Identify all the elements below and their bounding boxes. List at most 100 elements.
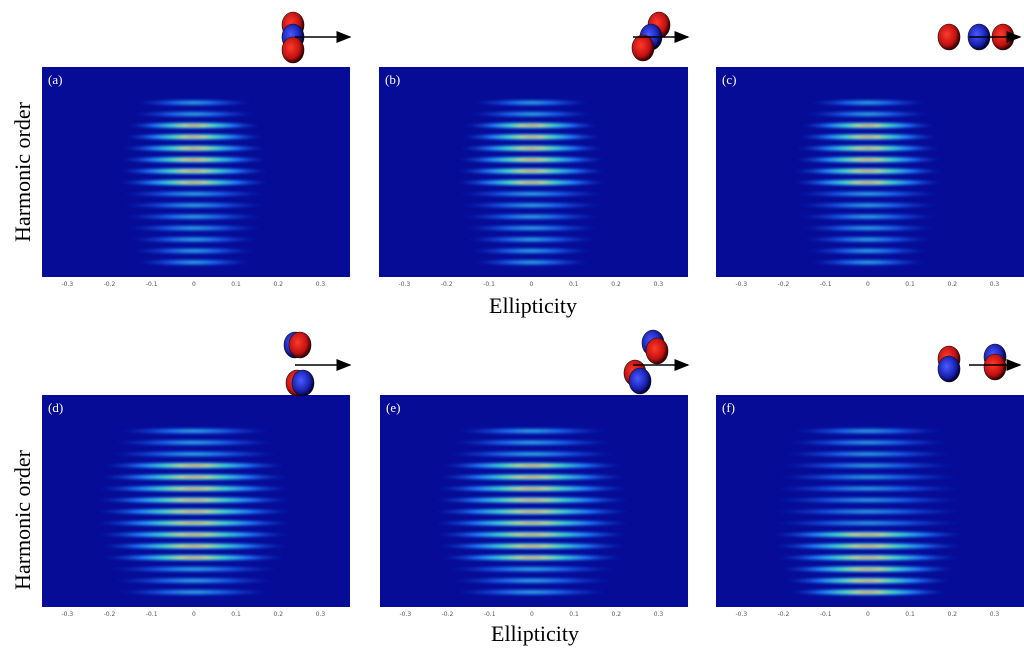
harmonic-stripe	[456, 223, 607, 233]
x-tick-label: 0.1	[231, 611, 241, 618]
orbital-lobe	[628, 367, 652, 395]
stripes	[451, 98, 612, 267]
harmonic-stripe	[778, 438, 957, 447]
harmonic-stripe	[793, 132, 943, 142]
x-tick-label: -0.2	[778, 281, 790, 288]
x-tick-label: -0.2	[104, 281, 116, 288]
x-tick-label: -0.1	[483, 281, 495, 288]
harmonic-stripe	[456, 132, 607, 142]
x-tick-label: 0	[866, 281, 870, 288]
harmonic-stripe	[770, 461, 966, 470]
harmonic-stripe	[114, 166, 274, 176]
harmonic-stripe	[434, 461, 630, 470]
harmonic-stripe	[91, 530, 297, 539]
harmonic-stripe	[788, 189, 948, 199]
x-tick-label: 0.1	[569, 611, 579, 618]
harmonic-stripe	[791, 144, 945, 153]
x-tick-label: 0.3	[654, 611, 664, 618]
x-tick-label: 0.3	[316, 611, 326, 618]
panel	[379, 67, 688, 277]
harmonic-stripe	[793, 223, 943, 233]
harmonic-stripe	[119, 132, 269, 142]
x-tick-label: -0.3	[399, 611, 411, 618]
x-tick-label: -0.1	[146, 281, 158, 288]
x-tick-label: -0.3	[61, 611, 73, 618]
orbital-lobe	[937, 355, 961, 383]
x-tick-label: 0.2	[274, 281, 284, 288]
x-tick-label: 0.3	[990, 611, 1000, 618]
panel-label: (a)	[48, 72, 62, 87]
x-tick-label: 0.1	[569, 281, 579, 288]
x-tick-label: 0.2	[948, 281, 958, 288]
harmonic-stripe	[459, 235, 604, 244]
harmonic-stripe	[788, 166, 948, 176]
harmonic-stripe	[89, 495, 299, 505]
panel	[42, 395, 350, 607]
harmonic-stripe	[763, 507, 973, 516]
x-tick-label: 0	[192, 611, 196, 618]
x-tick-label: -0.1	[484, 611, 496, 618]
harmonic-stripe	[96, 553, 292, 562]
x-tick-label: -0.3	[399, 281, 411, 288]
harmonic-stripe	[129, 258, 259, 267]
panel-label: (c)	[722, 72, 736, 87]
harmonic-stripe	[91, 484, 297, 493]
x-tick-label: 0.3	[316, 281, 326, 288]
orbital-lobe	[983, 353, 1007, 381]
harmonic-stripe	[434, 553, 630, 562]
harmonic-stripe	[767, 541, 969, 551]
harmonic-stripe	[765, 530, 971, 539]
x-axis-label: Ellipticity	[491, 621, 579, 646]
harmonic-stripe	[100, 564, 288, 574]
harmonic-stripe	[100, 449, 288, 459]
x-tick-label: 0	[530, 611, 534, 618]
panel	[42, 67, 350, 277]
harmonic-stripe	[119, 223, 269, 233]
harmonic-stripe	[799, 109, 936, 119]
harmonic-stripe	[117, 144, 271, 153]
harmonic-stripe	[466, 258, 596, 267]
harmonic-stripe	[89, 518, 299, 528]
harmonic-stripe	[438, 449, 626, 459]
panel	[380, 395, 688, 607]
harmonic-stripe	[122, 121, 266, 130]
x-tick-label: -0.2	[442, 611, 454, 618]
x-tick-label: 0	[529, 281, 533, 288]
molecule-icon	[623, 329, 690, 395]
x-tick-label: -0.2	[104, 611, 116, 618]
harmonic-stripe	[122, 235, 266, 244]
harmonic-stripe	[451, 189, 612, 199]
stripes	[113, 98, 274, 267]
x-tick-label: 0.1	[905, 611, 915, 618]
stripes	[427, 426, 637, 597]
harmonic-stripe	[125, 246, 262, 256]
harmonic-stripe	[89, 507, 299, 516]
harmonic-stripe	[463, 246, 600, 256]
harmonic-stripe	[109, 426, 278, 436]
stripes	[763, 426, 973, 597]
harmonic-stripe	[789, 201, 947, 210]
harmonic-stripe	[454, 144, 609, 153]
harmonic-stripe	[787, 178, 948, 187]
x-tick-label: 0.3	[654, 281, 664, 288]
harmonic-stripe	[447, 587, 616, 597]
orbital-lobe	[937, 23, 961, 51]
harmonic-stripe	[429, 530, 635, 539]
harmonic-stripe	[783, 587, 952, 597]
x-tick-label: 0.2	[274, 611, 284, 618]
panel-label: (d)	[48, 400, 63, 415]
x-tick-label: -0.3	[735, 611, 747, 618]
harmonic-stripe	[767, 472, 969, 482]
harmonic-stripe	[115, 155, 273, 164]
harmonic-stripe	[451, 178, 612, 187]
harmonic-stripe	[451, 166, 612, 176]
x-tick-label: 0	[192, 281, 196, 288]
harmonic-stripe	[452, 155, 611, 164]
x-tick-label: -0.1	[820, 281, 832, 288]
panel	[716, 67, 1024, 277]
harmonic-stripe	[125, 109, 262, 119]
harmonic-stripe	[442, 576, 621, 585]
harmonic-stripe	[96, 461, 292, 470]
harmonic-stripe	[763, 518, 973, 528]
